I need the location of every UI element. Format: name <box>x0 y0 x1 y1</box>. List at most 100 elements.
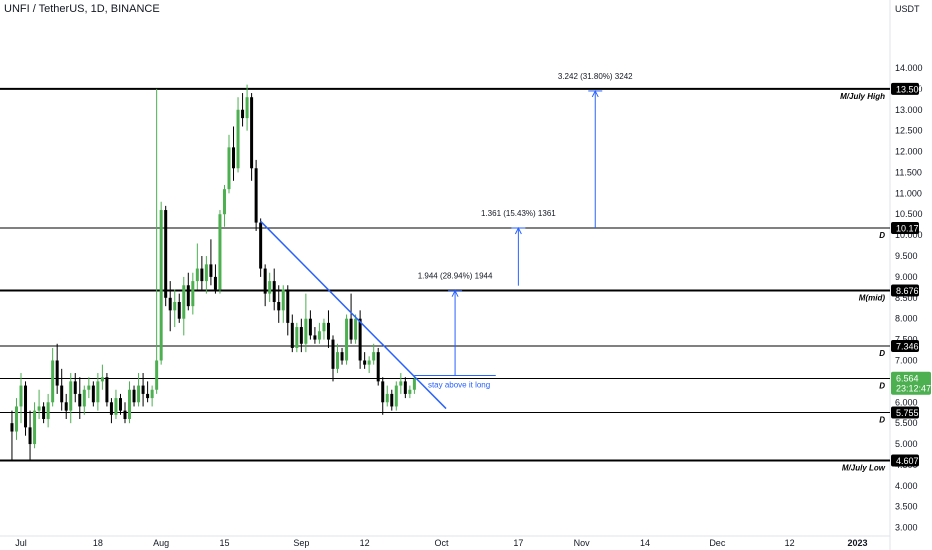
price-tick-label: 14.000 <box>895 63 923 73</box>
candle-body <box>399 381 403 386</box>
candle-body <box>412 378 416 390</box>
price-tick-label: 5.500 <box>895 418 918 428</box>
candle-body <box>286 289 290 323</box>
candle-body <box>150 389 154 399</box>
price-tick-label: 9.500 <box>895 251 918 261</box>
price-tick-label: 7.000 <box>895 355 918 365</box>
candle-body <box>78 393 82 407</box>
grid-layer <box>0 0 891 550</box>
candle-body <box>372 352 376 361</box>
time-tick-label: 12 <box>785 538 795 548</box>
candle-body <box>403 381 407 394</box>
candle-body <box>114 398 118 415</box>
time-tick-label: 2023 <box>847 538 867 548</box>
time-axis[interactable]: Jul 18 Aug 15 Sep 12 Oct 17 Nov 14 Dec 12 2023 <box>15 538 867 548</box>
candle-body <box>82 389 86 407</box>
candle-body <box>28 427 32 445</box>
price-tick-label: 10.000 <box>895 230 923 240</box>
candle-body <box>304 318 308 344</box>
candle-body <box>263 268 267 294</box>
time-tick-label: 18 <box>93 538 103 548</box>
candle-body <box>14 406 18 432</box>
level-label: D <box>879 381 885 390</box>
price-tick-label: 8.000 <box>895 314 918 324</box>
candle-body <box>254 168 258 223</box>
candle-body <box>259 222 263 269</box>
candle-body <box>336 352 340 369</box>
current-price-text: 6.564 <box>896 374 919 384</box>
measure-label: 3.242 (31.80%) 3242 <box>558 72 633 81</box>
candle-body <box>326 322 330 340</box>
level-price-tag <box>891 82 919 95</box>
candle-body <box>295 327 299 348</box>
price-tick-label: 12.500 <box>895 126 923 136</box>
candle-body <box>331 339 335 369</box>
candle-body <box>272 281 276 302</box>
price-tick-label: 3.500 <box>895 502 918 512</box>
time-tick-label: Jul <box>15 538 27 548</box>
candles-layer <box>10 84 416 461</box>
price-tick-label: 13.000 <box>895 105 923 115</box>
price-tick-label: 5.000 <box>895 439 918 449</box>
candle-body <box>277 301 281 311</box>
candle-body <box>105 377 109 403</box>
current-price-tag <box>891 371 931 395</box>
price-axis[interactable]: USDT3.0003.5004.0004.5005.0005.5006.0006… <box>891 4 931 533</box>
level-price-tag <box>891 340 919 353</box>
candle-body <box>191 281 195 307</box>
time-tick-label: Aug <box>153 538 169 548</box>
candle-body <box>168 297 172 311</box>
price-tick-label: 4.000 <box>895 481 918 491</box>
candle-body <box>37 406 41 411</box>
level-price-tag <box>891 454 919 467</box>
level-label: M/July Low <box>842 463 886 472</box>
candle-body <box>128 389 132 419</box>
candle-body <box>10 423 14 432</box>
candle-body <box>159 210 163 361</box>
candle-body <box>33 410 37 445</box>
candle-body <box>268 281 272 294</box>
candle-body <box>177 301 181 319</box>
candle-body <box>164 210 168 298</box>
candle-body <box>381 381 385 403</box>
candle-body <box>96 381 100 403</box>
level-price-tag-text: 5.755 <box>896 408 919 418</box>
candle-body <box>46 402 50 419</box>
level-price-tag-text: 7.346 <box>896 342 919 352</box>
chart-title: UNFI / TetherUS, 1D, BINANCE <box>4 3 160 15</box>
candle-body <box>182 285 186 319</box>
level-price-tag-text: 4.607 <box>896 456 919 466</box>
candle-body <box>241 109 245 119</box>
candle-body <box>394 385 398 407</box>
time-tick-label: 15 <box>219 538 229 548</box>
levels-layer: M/July High D M(mid) D D D M/July Low <box>0 87 890 472</box>
candle-body <box>245 97 249 119</box>
candle-body <box>232 147 236 169</box>
candle-body <box>123 410 127 419</box>
candle-body <box>155 360 159 390</box>
stay-above-note: stay above it long <box>428 381 490 390</box>
level-label: M/July High <box>840 92 885 101</box>
candle-body <box>69 381 73 411</box>
candle-body <box>281 289 285 311</box>
candle-body <box>109 402 113 415</box>
candle-body <box>345 318 349 361</box>
candle-body <box>213 276 217 290</box>
candle-body <box>358 318 362 361</box>
candle-body <box>322 322 326 332</box>
time-tick-label: Nov <box>574 538 591 548</box>
level-price-tag <box>891 221 919 234</box>
candle-body <box>363 360 367 365</box>
candle-body <box>209 264 213 277</box>
candle-body <box>290 322 294 348</box>
candle-body <box>24 385 28 428</box>
candle-body <box>60 385 64 403</box>
level-label: D <box>879 231 885 240</box>
candle-body <box>390 393 394 407</box>
price-tick-label: 6.000 <box>895 397 918 407</box>
level-price-tag-text: 13.500 <box>896 84 924 94</box>
candle-body <box>317 331 321 340</box>
price-tick-label: 11.000 <box>895 188 922 198</box>
candle-body <box>141 385 145 394</box>
